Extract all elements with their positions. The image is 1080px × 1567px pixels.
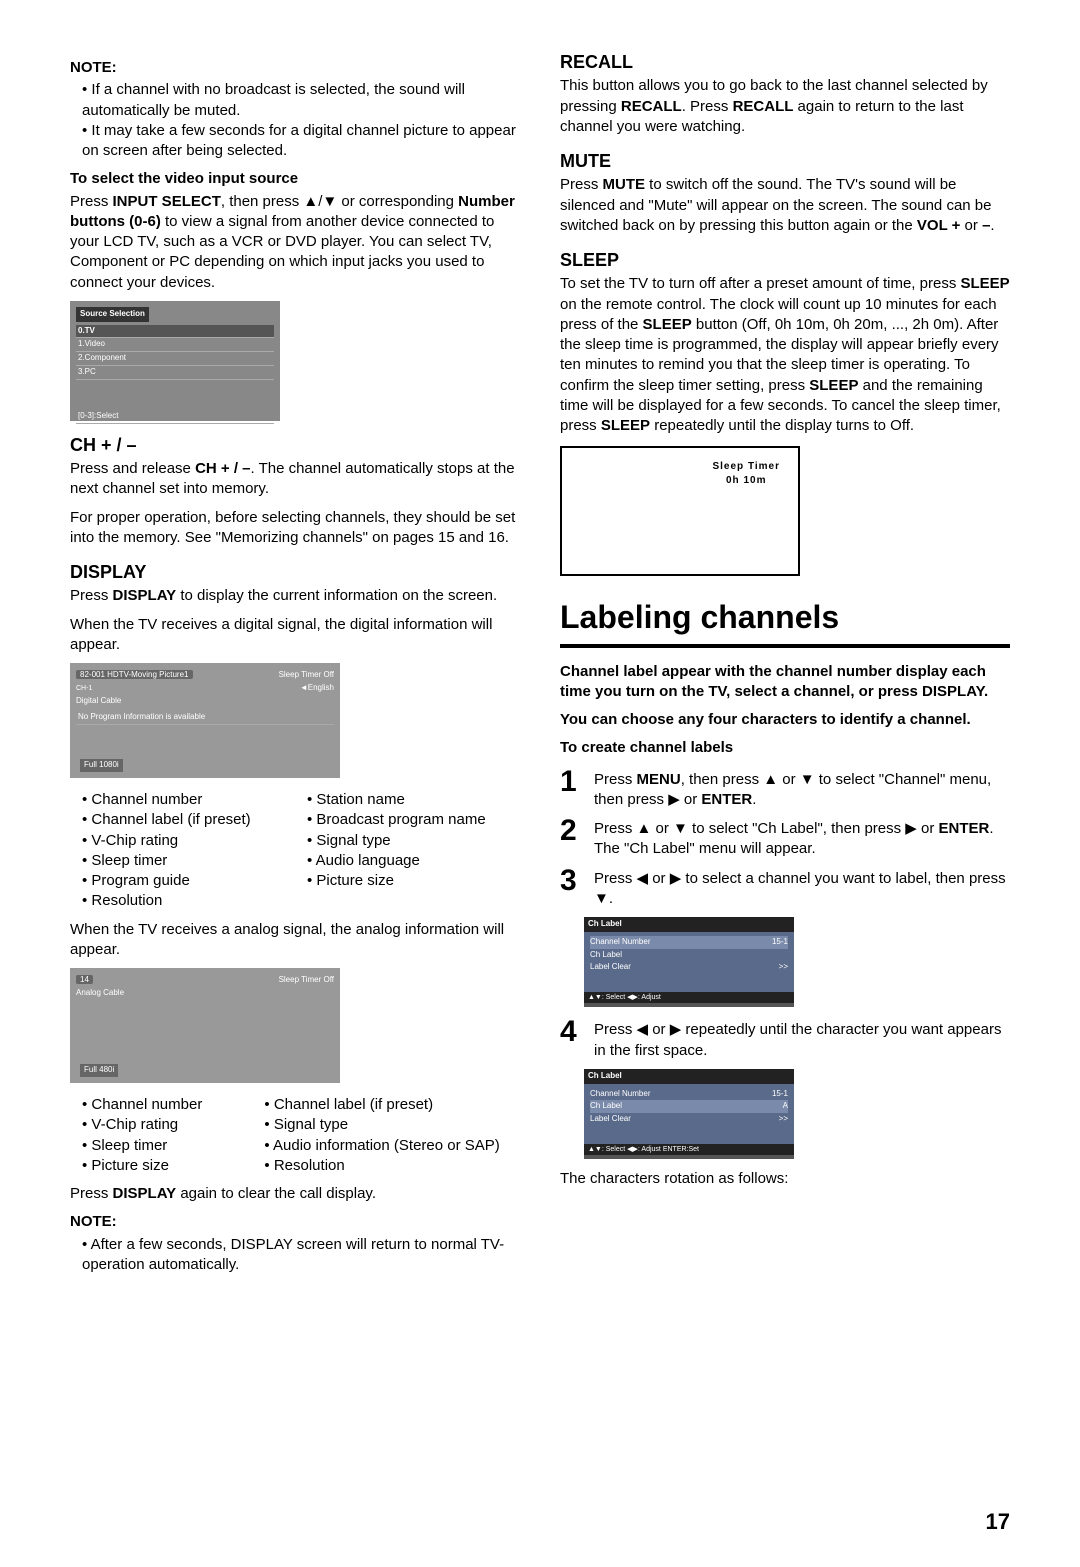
labeling-channels-title: Labeling channels: [560, 596, 1010, 647]
note-list: If a channel with no broadcast is select…: [82, 80, 520, 161]
step-2: 2 Press ▲ or ▼ to select "Ch Label", the…: [560, 816, 1010, 860]
label-intro1: Channel label appear with the channel nu…: [560, 662, 1010, 703]
channel-p2: For proper operation, before selecting c…: [70, 508, 520, 549]
left-column: NOTE: If a channel with no broadcast is …: [70, 50, 520, 1283]
input-source-heading: To select the video input source: [70, 169, 520, 189]
recall-body: This button allows you to go back to the…: [560, 76, 1010, 137]
sleep-body: To set the TV to turn off after a preset…: [560, 274, 1010, 436]
analog-info-list: Channel number V-Chip rating Sleep timer…: [70, 1093, 520, 1184]
note-heading: NOTE:: [70, 58, 520, 78]
step-3: 3 Press ◀ or ▶ to select a channel you w…: [560, 866, 1010, 910]
input-source-body: Press INPUT SELECT, then press ▲/▼ or co…: [70, 192, 520, 293]
right-column: RECALL This button allows you to go back…: [560, 50, 1010, 1283]
recall-heading: RECALL: [560, 50, 1010, 74]
digital-display-osd: 82-001 HDTV-Moving Picture1 CH-1 Digital…: [70, 663, 340, 778]
mute-body: Press MUTE to switch off the sound. The …: [560, 175, 1010, 236]
channel-heading: CH + / –: [70, 433, 520, 457]
label-intro2: You can choose any four characters to id…: [560, 710, 1010, 730]
display-p2: When the TV receives a digital signal, t…: [70, 615, 520, 656]
note2-heading: NOTE:: [70, 1212, 520, 1232]
channel-p1: Press and release CH + / –. The channel …: [70, 459, 520, 500]
create-labels-heading: To create channel labels: [560, 738, 1010, 758]
digital-info-list: Channel number Channel label (if preset)…: [70, 788, 520, 920]
display-p1: Press DISPLAY to display the current inf…: [70, 586, 520, 606]
ch-label-osd-1: Ch Label Channel Number15-1 Ch Label Lab…: [584, 917, 794, 1007]
step-4: 4 Press ◀ or ▶ repeatedly until the char…: [560, 1017, 1010, 1061]
sleep-timer-box: Sleep Timer 0h 10m: [560, 446, 800, 576]
display-heading: DISPLAY: [70, 560, 520, 584]
analog-display-osd: 14 Analog Cable Sleep Timer Off Full 480…: [70, 968, 340, 1083]
note2-list: After a few seconds, DISPLAY screen will…: [82, 1235, 520, 1276]
source-selection-osd: Source Selection 0.TV 1.Video 2.Componen…: [70, 301, 280, 421]
step-1: 1 Press MENU, then press ▲ or ▼ to selec…: [560, 767, 1010, 811]
display-p4: Press DISPLAY again to clear the call di…: [70, 1184, 520, 1204]
display-p3: When the TV receives a analog signal, th…: [70, 920, 520, 961]
note-item: It may take a few seconds for a digital …: [82, 121, 520, 162]
sleep-heading: SLEEP: [560, 248, 1010, 272]
page-number: 17: [986, 1507, 1010, 1537]
mute-heading: MUTE: [560, 149, 1010, 173]
note-item: If a channel with no broadcast is select…: [82, 80, 520, 121]
ch-label-osd-2: Ch Label Channel Number15-1 Ch LabelA La…: [584, 1069, 794, 1159]
outro-text: The characters rotation as follows:: [560, 1169, 1010, 1189]
